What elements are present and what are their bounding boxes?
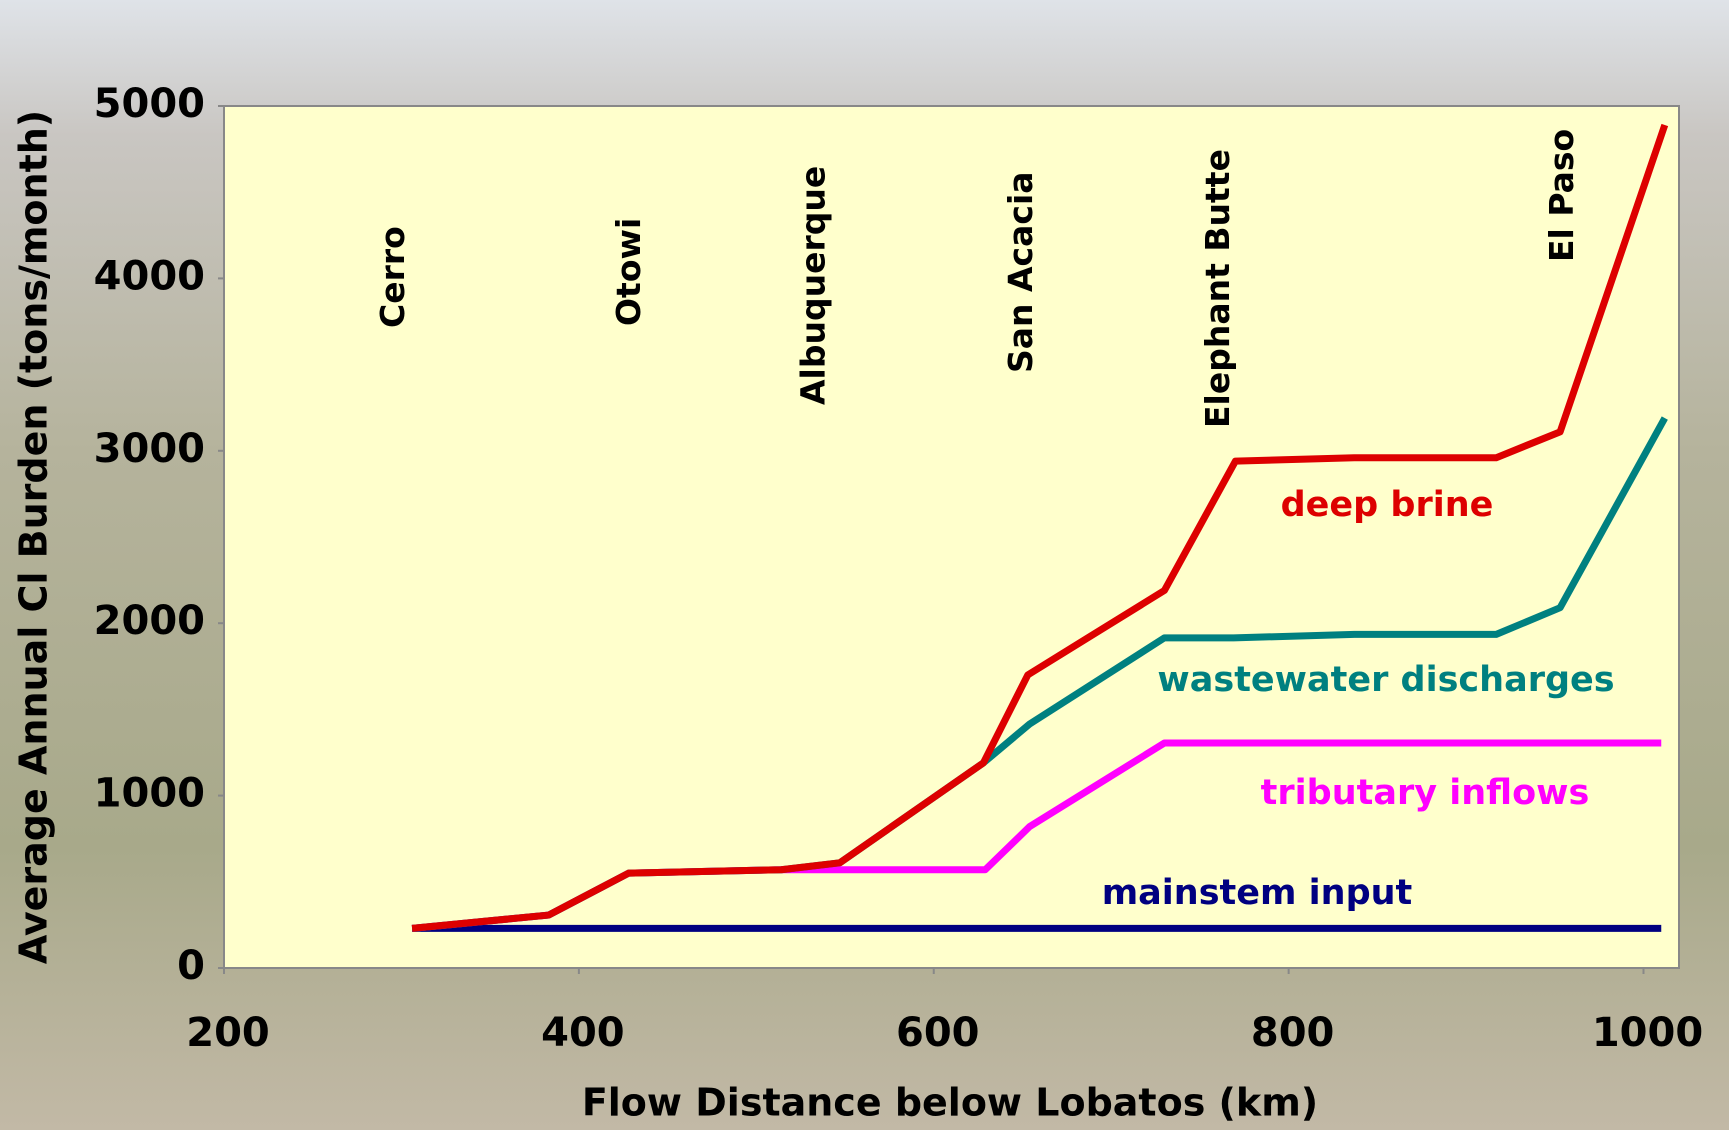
y-tick-label: 3000 — [94, 426, 205, 472]
y-axis-title: Average Annual Cl Burden (tons/month) — [12, 110, 56, 964]
y-tick-label: 5000 — [94, 81, 205, 127]
y-tick-label: 2000 — [94, 598, 205, 644]
y-tick-label: 0 — [177, 943, 205, 989]
x-tick-label: 1000 — [1592, 1010, 1703, 1056]
y-tick-label: 1000 — [94, 771, 205, 817]
series-label: deep brine — [1281, 485, 1494, 525]
x-tick-label: 200 — [186, 1010, 270, 1056]
station-label: San Acacia — [1001, 171, 1040, 373]
series-label: tributary inflows — [1261, 773, 1590, 813]
station-label: Albuquerque — [793, 166, 832, 405]
series-label: wastewater discharges — [1157, 660, 1614, 700]
plot-area — [223, 105, 1680, 969]
y-tick-label: 4000 — [94, 253, 205, 299]
series-label: mainstem input — [1102, 873, 1413, 913]
station-label: Cerro — [373, 226, 412, 328]
station-label: Elephant Butte — [1198, 149, 1237, 428]
series-line — [411, 123, 1669, 932]
station-label: El Paso — [1542, 129, 1581, 262]
x-axis-title: Flow Distance below Lobatos (km) — [582, 1081, 1318, 1125]
station-label: Otowi — [609, 218, 648, 326]
x-tick-label: 600 — [896, 1010, 980, 1056]
x-tick-label: 400 — [541, 1010, 625, 1056]
x-tick-label: 800 — [1251, 1010, 1335, 1056]
